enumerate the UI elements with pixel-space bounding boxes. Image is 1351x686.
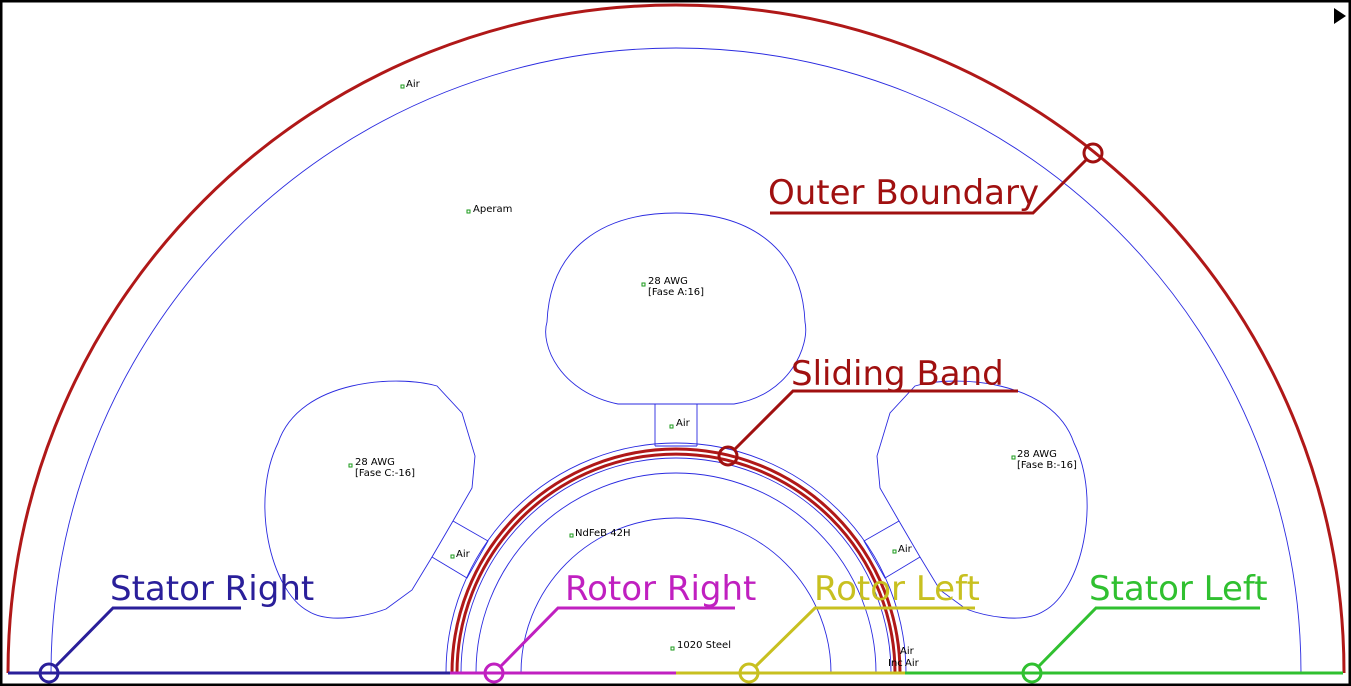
material-label: Air (456, 549, 471, 560)
material-label: 28 AWG (648, 276, 688, 287)
annotation: Sliding Band (791, 354, 1004, 394)
material-label: Air (900, 646, 915, 657)
material-label: 1020 Steel (677, 640, 731, 651)
material-circuit: [Fase C:-16] (355, 468, 415, 479)
annotation-leaders (38, 142, 1260, 684)
material-label: Aperam (473, 204, 512, 215)
cursor (1334, 8, 1346, 24)
material-label: Air (676, 418, 691, 429)
annotation: Stator Right (110, 569, 314, 609)
material-circuit: [Fase A:16] (648, 287, 704, 298)
material-circuit: [Fase B:-16] (1017, 460, 1077, 471)
material-markers (348, 84, 1016, 651)
material-label: Air (905, 658, 920, 669)
material-label: 28 AWG (355, 457, 395, 468)
material-label: 28 AWG (1017, 449, 1057, 460)
annotation: Outer Boundary (768, 173, 1039, 213)
annotation: Rotor Right (565, 569, 756, 609)
annotation: Rotor Left (814, 569, 980, 609)
material-label: Air (898, 544, 913, 555)
material-label: Inc (888, 658, 903, 669)
geometry (6, 3, 1346, 674)
material-label: NdFeB 42H (575, 528, 630, 539)
material-label: Air (406, 79, 421, 90)
annotation: Stator Left (1089, 569, 1268, 609)
